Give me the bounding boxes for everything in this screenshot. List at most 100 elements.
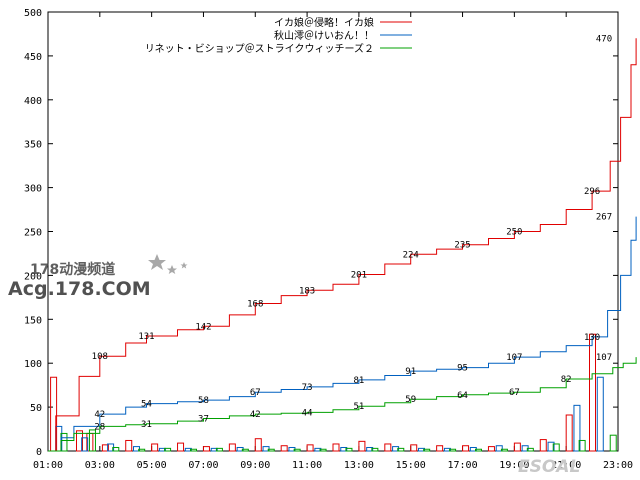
y-tick-label: 300 (24, 184, 42, 195)
data-label: 81 (353, 376, 364, 386)
bar-1 (177, 442, 185, 452)
data-label: 91 (405, 367, 416, 377)
bar-2 (495, 445, 503, 452)
x-tick-label: 21:00 (551, 460, 581, 471)
legend-label: イカ娘＠侵略！イカ娘 (274, 16, 374, 29)
y-tick-label: 0 (36, 447, 42, 458)
bar-2 (158, 447, 166, 452)
hourly-bars (50, 333, 617, 452)
data-label: 42 (250, 410, 261, 420)
y-tick-label: 450 (24, 52, 42, 63)
data-label: 44 (302, 408, 313, 418)
data-label: 267 (596, 213, 612, 223)
data-label: 54 (141, 400, 152, 410)
y-tick-label: 150 (24, 315, 42, 326)
x-tick-label: 03:00 (85, 460, 115, 471)
bar-1 (101, 444, 109, 452)
bar-3 (371, 447, 379, 452)
y-tick-label: 400 (24, 96, 42, 107)
bar-1 (332, 443, 340, 452)
legend-label: リネット・ビショップ＠ストライクウィッチーズ２ (145, 42, 374, 55)
series-line-2 (48, 216, 637, 452)
x-tick-label: 07:00 (188, 460, 218, 471)
bar-3 (190, 448, 197, 452)
data-label: 201 (351, 271, 367, 281)
data-label: 235 (454, 241, 470, 251)
watermark-line2: Acg.178.COM (8, 278, 151, 300)
data-label: 107 (506, 353, 522, 363)
bar-1 (436, 445, 444, 452)
data-label: 470 (596, 34, 612, 44)
bar-3 (526, 447, 534, 452)
data-label: 67 (250, 388, 261, 398)
bar-3 (241, 448, 249, 452)
bar-3 (500, 448, 508, 452)
corner-logo-text: ESOAL (518, 457, 580, 477)
data-label: 131 (138, 332, 154, 342)
bar-1 (228, 443, 236, 452)
bar-3 (475, 448, 482, 452)
bar-3 (578, 439, 586, 452)
y-tick-label: 200 (24, 271, 42, 282)
bar-3 (164, 447, 172, 452)
bar-2 (340, 446, 348, 452)
data-label: 73 (302, 383, 313, 393)
bar-1 (513, 442, 521, 452)
data-label: 168 (247, 299, 263, 309)
y-tick-label: 250 (24, 228, 42, 239)
x-tick-label: 09:00 (240, 460, 270, 471)
corner-logo: ESOAL (518, 457, 580, 477)
bar-3 (267, 448, 275, 452)
bar-1 (358, 440, 366, 452)
bar-3 (88, 429, 96, 452)
bar-3 (423, 448, 431, 452)
legend: イカ娘＠侵略！イカ娘秋山澪＠けいおん！！リネット・ビショップ＠ストライクウィッチ… (145, 16, 412, 55)
y-tick-label: 50 (30, 403, 42, 414)
bar-3 (345, 447, 353, 452)
y-tick-label: 100 (24, 359, 42, 370)
bar-3 (397, 447, 405, 452)
bar-1 (565, 414, 573, 452)
data-label: 51 (353, 402, 364, 412)
data-label: 107 (596, 353, 612, 363)
series-line-3 (48, 357, 637, 452)
series-line-1 (48, 38, 637, 452)
data-label: 59 (405, 395, 416, 405)
bar-3 (215, 447, 223, 452)
data-label: 42 (94, 410, 105, 420)
legend-label: 秋山澪＠けいおん！！ (274, 29, 374, 42)
x-tick-label: 13:00 (344, 460, 374, 471)
data-label: 95 (457, 364, 468, 374)
bar-3 (319, 448, 327, 452)
data-label: 82 (561, 375, 572, 385)
bar-3 (449, 448, 457, 452)
bar-2 (366, 446, 374, 452)
bar-1 (487, 446, 495, 452)
bar-1 (254, 438, 262, 452)
bar-1 (384, 443, 392, 452)
y-tick-label: 350 (24, 140, 42, 151)
bar-1 (280, 445, 288, 452)
bar-3 (293, 448, 301, 452)
x-tick-label: 15:00 (396, 460, 426, 471)
bar-1 (462, 445, 470, 452)
data-label: 108 (92, 352, 108, 362)
data-label: 130 (584, 333, 600, 343)
bar-1 (76, 430, 83, 452)
y-tick-label: 500 (24, 8, 42, 19)
watermark-stars-icon (148, 254, 188, 274)
bar-3 (112, 446, 120, 452)
bar-2 (81, 437, 89, 452)
x-tick-label: 05:00 (137, 460, 167, 471)
bar-2 (573, 404, 581, 452)
bar-2 (210, 447, 218, 452)
x-tick-label: 23:00 (603, 460, 633, 471)
x-tick-label: 11:00 (292, 460, 322, 471)
data-label: 296 (584, 187, 600, 197)
series-lines (48, 38, 637, 452)
data-label: 28 (94, 422, 105, 432)
data-label: 37 (198, 415, 209, 425)
bar-3 (609, 434, 617, 452)
data-label: 142 (195, 322, 211, 332)
